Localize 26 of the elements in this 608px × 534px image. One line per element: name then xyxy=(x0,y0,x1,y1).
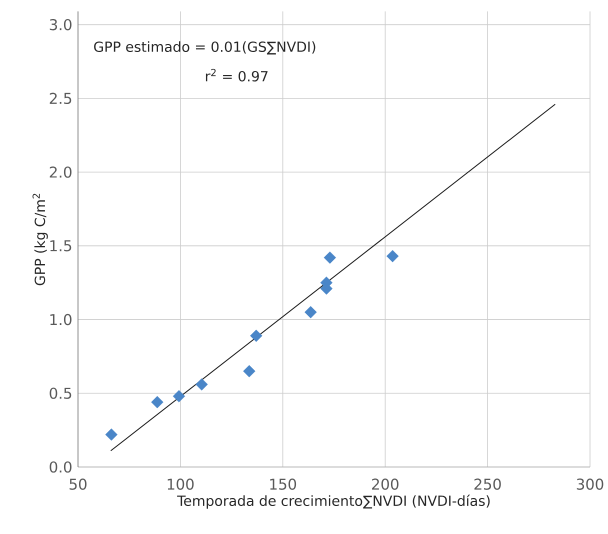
point xyxy=(324,251,336,264)
annotation: r$^{2}$ = 0.97 xyxy=(206,68,268,82)
x-tick-label: 250 xyxy=(474,478,501,490)
point xyxy=(250,330,262,342)
x-tick-label: 100 xyxy=(168,478,194,490)
x-axis-title: Temporada de crecimiento∑NVDI (NVDI-días) xyxy=(177,494,490,509)
y-tick-label: 3.0 xyxy=(50,19,72,30)
point xyxy=(151,396,164,408)
x-tick-label: 150 xyxy=(270,478,296,490)
y-tick-label: 1.0 xyxy=(50,314,72,326)
point xyxy=(196,378,208,391)
point xyxy=(243,365,256,378)
x-tick-label: 50 xyxy=(70,478,87,490)
point xyxy=(386,250,399,262)
y-tick-label: 0.5 xyxy=(50,388,72,399)
point xyxy=(172,390,186,402)
annotation: GPP estimado = 0.01(GS∑NVDI) xyxy=(94,41,316,54)
x-tick-label: 300 xyxy=(576,478,604,490)
y-tick-label: 2.0 xyxy=(50,166,72,178)
y-tick-label: 2.5 xyxy=(50,92,72,104)
y-axis-title: GPP (kg C/m$^{2}$ xyxy=(32,194,48,286)
y-tick-label: 0.0 xyxy=(50,461,72,473)
x-tick-label: 200 xyxy=(372,478,398,490)
point xyxy=(304,306,317,318)
point xyxy=(105,428,118,441)
y-tick-label: 1.5 xyxy=(50,240,72,252)
